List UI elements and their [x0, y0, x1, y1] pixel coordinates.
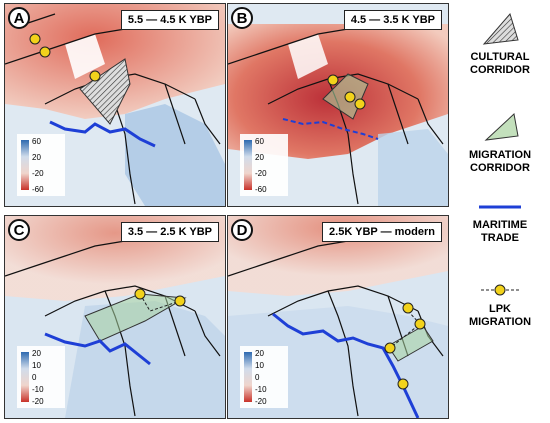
panel-label-c: C [8, 219, 30, 241]
cb-tick: -20 [32, 397, 44, 406]
cb-tick: 0 [32, 373, 37, 382]
panel-d: D 2.5K YBP — modern 20 10 0 -10 -20 [227, 215, 449, 419]
maritime-line-icon [479, 205, 521, 209]
panel-a: A 5.5 — 4.5 K YBP 60 20 -20 -60 [4, 3, 226, 207]
legend-label: CULTURAL [470, 51, 530, 63]
cb-tick: -20 [255, 397, 267, 406]
legend-maritime-trade: MARITIME TRADE [452, 200, 548, 245]
colorbar-a: 60 20 -20 -60 [17, 134, 65, 196]
cb-tick: -10 [32, 385, 44, 394]
legend-cultural-corridor: CULTURAL CORRIDOR [452, 10, 548, 77]
legend-label: MIGRATION [468, 316, 532, 328]
maritime-route-c [44, 332, 151, 366]
cb-tick: 10 [255, 361, 264, 370]
colorbar-c: 20 10 0 -10 -20 [17, 346, 65, 408]
cb-tick: -60 [32, 185, 44, 194]
legend-label: LPK [489, 303, 511, 315]
colorbar-d: 20 10 0 -10 -20 [240, 346, 288, 408]
lpk-points-d [384, 302, 426, 390]
cb-tick: 20 [255, 153, 264, 162]
migration-corridor-d [387, 325, 434, 362]
legend-migration-corridor: MIGRATION CORRIDOR [452, 108, 548, 175]
panel-label-d: D [231, 219, 253, 241]
legend-label: MIGRATION [468, 149, 532, 161]
legend-label: MARITIME [472, 219, 528, 231]
legend-label: CORRIDOR [470, 64, 530, 76]
cultural-corridor-swatch-icon [482, 12, 519, 45]
cultural-corridor-a [79, 58, 131, 125]
period-title-d: 2.5K YBP — modern [322, 222, 442, 242]
panel-c: C 3.5 — 2.5 K YBP 20 10 0 -10 -20 [4, 215, 226, 419]
cb-tick: 60 [32, 137, 41, 146]
period-title-c: 3.5 — 2.5 K YBP [120, 222, 219, 242]
cb-tick: -10 [255, 385, 267, 394]
period-title-b: 4.5 — 3.5 K YBP [343, 10, 442, 30]
panel-b: B 4.5 — 3.5 K YBP 60 20 -20 -60 [227, 3, 449, 207]
cb-tick: -60 [255, 185, 267, 194]
lpk-points-b [327, 74, 366, 110]
cb-tick: -20 [255, 169, 267, 178]
panel-label-b: B [231, 7, 253, 29]
cb-tick: 10 [32, 361, 41, 370]
legend-lpk-migration: LPK MIGRATION [452, 282, 548, 329]
cb-tick: 0 [255, 373, 260, 382]
colorbar-b: 60 20 -20 -60 [240, 134, 288, 196]
migration-corridor-c [84, 293, 187, 342]
cb-tick: 20 [32, 153, 41, 162]
cb-tick: -20 [32, 169, 44, 178]
lpk-point-icon [481, 284, 519, 296]
legend-label: CORRIDOR [470, 162, 530, 174]
panel-label-a: A [8, 7, 30, 29]
map-c [5, 216, 225, 418]
legend-label: TRADE [481, 232, 519, 244]
lpk-points-c [134, 288, 186, 307]
cb-tick: 20 [255, 349, 264, 358]
lpk-points-a [29, 33, 101, 82]
period-title-a: 5.5 — 4.5 K YBP [120, 10, 219, 30]
maritime-route-d [272, 312, 420, 418]
migration-corridor-swatch-icon [484, 113, 519, 141]
maritime-route-b [282, 118, 379, 140]
cb-tick: 20 [32, 349, 41, 358]
cb-tick: 60 [255, 137, 264, 146]
maritime-route-a [49, 120, 156, 148]
